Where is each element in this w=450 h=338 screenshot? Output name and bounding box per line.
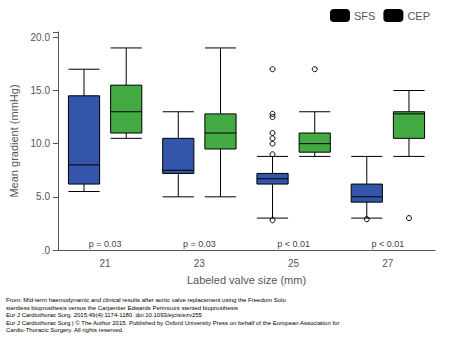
svg-text:p = 0.03: p = 0.03 (89, 239, 122, 249)
svg-text:Cardio-Thoracic Surgery. All r: Cardio-Thoracic Surgery. All rights rese… (6, 327, 124, 333)
svg-text:SFS: SFS (354, 10, 375, 22)
svg-text:.0: .0 (42, 245, 51, 256)
svg-text:From: Mid-term haemodynamic an: From: Mid-term haemodynamic and clinical… (6, 297, 286, 303)
svg-text:p < 0.01: p < 0.01 (277, 239, 310, 249)
svg-text:p < 0.01: p < 0.01 (371, 239, 404, 249)
svg-text:Mean gradient (mmHg): Mean gradient (mmHg) (8, 84, 20, 197)
svg-text:5.0: 5.0 (36, 191, 50, 202)
svg-text:15.0: 15.0 (31, 85, 51, 96)
svg-text:p = 0.03: p = 0.03 (183, 239, 216, 249)
svg-text:CEP: CEP (407, 10, 430, 22)
svg-text:Labeled valve size (mm): Labeled valve size (mm) (187, 274, 306, 286)
svg-text:20.0: 20.0 (31, 32, 51, 43)
svg-text:25: 25 (288, 258, 300, 269)
svg-text:21: 21 (100, 258, 112, 269)
svg-text:10.0: 10.0 (31, 138, 51, 149)
svg-text:stentless bioprosthesis versus: stentless bioprosthesis versus the Carpe… (6, 305, 238, 311)
svg-text:Eur J Cardiothorac Surg | © Th: Eur J Cardiothorac Surg | © The Author 2… (6, 320, 339, 326)
svg-text:27: 27 (382, 258, 394, 269)
svg-text:Eur J Cardiothorac Surg. 2015;: Eur J Cardiothorac Surg. 2015;49(4):1174… (6, 312, 203, 318)
svg-text:23: 23 (194, 258, 206, 269)
